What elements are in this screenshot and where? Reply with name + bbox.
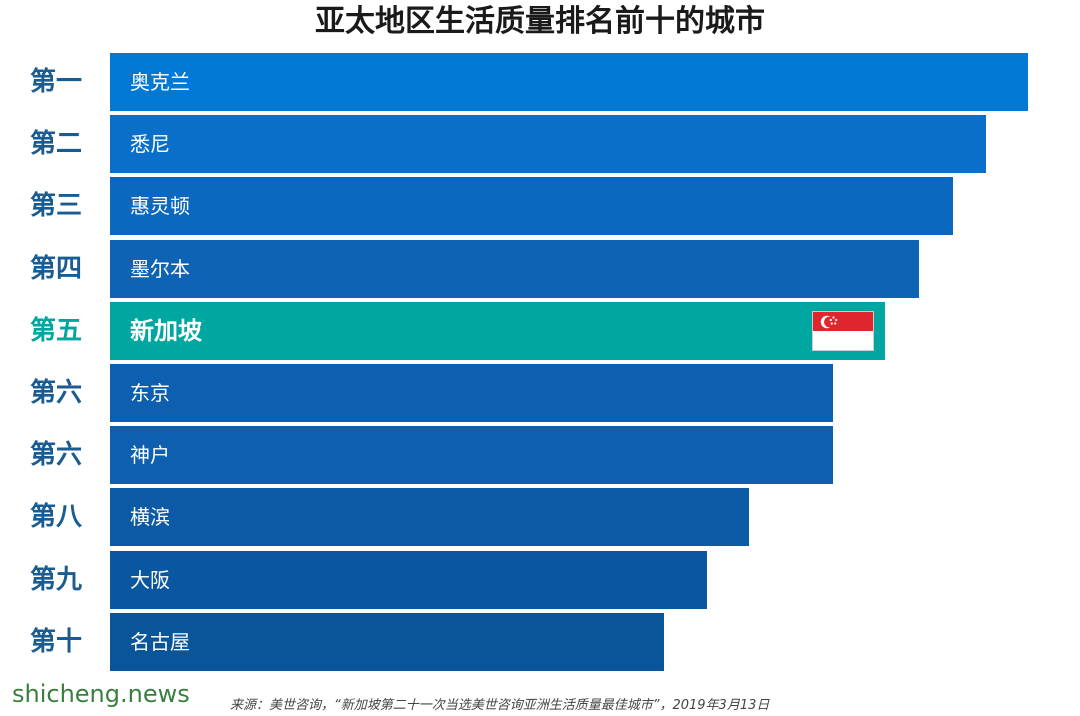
bar: 东京 (110, 364, 833, 422)
bar-label: 神户 (130, 443, 170, 467)
bar-label: 名古屋 (130, 630, 190, 654)
singapore-flag-icon (812, 311, 874, 351)
rank-label: 第五 (30, 316, 83, 346)
bar-label: 墨尔本 (130, 257, 190, 281)
rank-label: 第九 (30, 565, 83, 595)
rank-label: 第三 (30, 191, 83, 221)
rank-label: 第八 (30, 502, 83, 532)
rank-label: 第一 (30, 67, 83, 97)
bar: 横滨 (110, 488, 749, 546)
bar-label: 横滨 (130, 505, 170, 529)
rank-label: 第十 (30, 627, 83, 657)
rank-label: 第六 (30, 378, 83, 408)
bar: 大阪 (110, 551, 707, 609)
bar: 奥克兰 (110, 53, 1028, 111)
bar-label: 东京 (130, 381, 170, 405)
bar: 名古屋 (110, 613, 664, 671)
bar: 神户 (110, 426, 833, 484)
bar-label: 惠灵顿 (130, 194, 190, 218)
bar-label: 新加坡 (130, 317, 202, 345)
source-note: 来源：美世咨询，“新加坡第二十一次当选美世咨询亚洲生活质量最佳城市”，2019年… (230, 698, 770, 713)
bar-label: 悉尼 (130, 132, 170, 156)
bar: 墨尔本 (110, 240, 919, 298)
bar: 新加坡 (110, 302, 885, 360)
rank-label: 第四 (30, 254, 83, 284)
bar: 悉尼 (110, 115, 986, 173)
bar-label: 大阪 (130, 568, 170, 592)
watermark: shicheng.news (12, 680, 190, 708)
chart-title: 亚太地区生活质量排名前十的城市 (315, 4, 765, 39)
bar-label: 奥克兰 (130, 70, 190, 94)
rank-label: 第二 (30, 129, 83, 159)
rank-label: 第六 (30, 440, 83, 470)
bar: 惠灵顿 (110, 177, 953, 235)
